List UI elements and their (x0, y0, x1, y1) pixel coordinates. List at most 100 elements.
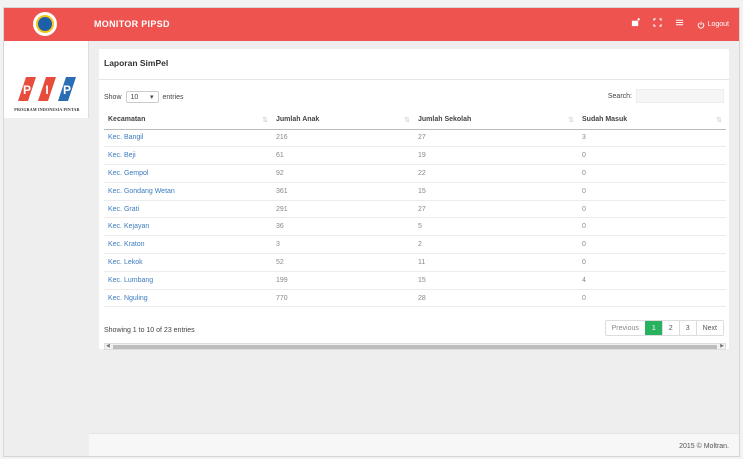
kecamatan-link[interactable]: Kec. Bangil (104, 129, 272, 148)
cell-jumlah-sekolah: 27 (414, 129, 578, 148)
cell-jumlah-anak: 770 (272, 289, 414, 308)
sort-icon: ⇅ (716, 117, 722, 124)
cell-sudah-masuk: 0 (578, 289, 726, 308)
show-label: Show (104, 93, 122, 101)
cell-jumlah-sekolah: 22 (414, 164, 578, 183)
next-button[interactable]: Next (695, 321, 723, 335)
entries-select[interactable]: 10 ▾ (125, 91, 159, 103)
cell-jumlah-sekolah: 15 (414, 182, 578, 201)
main-content: Laporan SimPel Show 10 ▾ entries Search:… (89, 41, 739, 433)
cell-sudah-masuk: 0 (578, 217, 726, 237)
cell-jumlah-sekolah: 11 (414, 253, 578, 272)
pagination: Previous 1 2 3 Next (604, 320, 724, 336)
table-row: Kec. Gondang Wetan 361 15 0 (104, 182, 726, 201)
cell-sudah-masuk: 4 (578, 271, 726, 290)
cell-jumlah-anak: 361 (272, 182, 414, 201)
cell-jumlah-sekolah: 28 (414, 289, 578, 308)
page-title: Laporan SimPel (104, 58, 169, 68)
tut-wuri-emblem-icon[interactable] (33, 12, 57, 36)
column-header-sudah-masuk[interactable]: Sudah Masuk ⇅ (578, 111, 726, 130)
logout-label: Logout (707, 21, 729, 28)
pip-letter-p1: P (23, 83, 31, 97)
page-1-button[interactable]: 1 (644, 321, 662, 335)
table-row: Kec. Lekok 52 11 0 (104, 253, 726, 272)
cell-sudah-masuk: 0 (578, 146, 726, 166)
table-row: Kec. Kejayan 36 5 0 (104, 217, 726, 237)
menu-icon[interactable] (675, 18, 684, 31)
search-input[interactable] (636, 89, 724, 103)
scroll-left-icon[interactable]: ◀ (106, 343, 110, 349)
kecamatan-link[interactable]: Kec. Gempol (104, 164, 272, 183)
search-label: Search: (607, 92, 632, 100)
cell-jumlah-anak: 92 (272, 164, 414, 183)
kecamatan-link[interactable]: Kec. Nguling (104, 289, 272, 308)
cell-jumlah-anak: 52 (272, 253, 414, 272)
cell-jumlah-sekolah: 27 (414, 200, 578, 219)
page-3-button[interactable]: 3 (678, 321, 696, 335)
app-brand[interactable]: MONITOR PIPSD (94, 19, 170, 29)
entries-label: entries (162, 93, 184, 101)
page-2-button[interactable]: 2 (661, 321, 679, 335)
kecamatan-link[interactable]: Kec. Beji (104, 146, 272, 166)
power-icon (697, 21, 704, 29)
logout-button[interactable]: Logout (697, 21, 729, 29)
pip-caption: PROGRAM INDONESIA PINTAR (14, 107, 80, 112)
footer: 2015 © Moltran. (89, 433, 739, 456)
table-row: Kec. Gempol 92 22 0 (104, 164, 726, 183)
scrollbar-thumb[interactable] (113, 345, 717, 349)
cell-sudah-masuk: 0 (578, 182, 726, 201)
sort-icon: ⇅ (568, 117, 574, 124)
previous-button[interactable]: Previous (611, 324, 639, 332)
entries-select-value: 10 (130, 93, 139, 101)
cell-sudah-masuk: 0 (578, 253, 726, 272)
table-row: Kec. Beji 61 19 0 (104, 146, 726, 166)
kecamatan-link[interactable]: Kec. Lekok (104, 253, 272, 272)
kecamatan-link[interactable]: Kec. Kejayan (104, 217, 272, 237)
kecamatan-link[interactable]: Kec. Kraton (104, 235, 272, 255)
data-table: Kecamatan ⇅ Jumlah Anak ⇅ Jumlah Sekolah ⇅ … (104, 111, 726, 308)
cell-jumlah-anak: 61 (272, 146, 414, 166)
kecamatan-link[interactable]: Kec. Lumbang (104, 271, 272, 290)
cell-jumlah-sekolah: 15 (414, 271, 578, 290)
table-row: Kec. Bangil 216 27 3 (104, 129, 726, 148)
cell-jumlah-anak: 291 (272, 200, 414, 219)
column-header-jumlah-anak[interactable]: Jumlah Anak ⇅ (272, 111, 414, 130)
cell-jumlah-sekolah: 5 (414, 217, 578, 237)
cell-sudah-masuk: 3 (578, 129, 726, 148)
cell-jumlah-anak: 36 (272, 217, 414, 237)
search-control: Search: (608, 89, 724, 103)
cell-jumlah-anak: 216 (272, 129, 414, 148)
entries-length-control: Show 10 ▾ entries (104, 91, 184, 103)
caret-down-icon: ▾ (150, 94, 154, 101)
pip-logo: P I P (18, 77, 76, 101)
table-row: Kec. Grati 291 27 0 (104, 200, 726, 219)
notification-icon[interactable] (631, 18, 640, 31)
scroll-right-icon[interactable]: ▶ (720, 343, 724, 349)
sort-icon: ⇅ (404, 117, 410, 124)
table-row: Kec. Lumbang 199 15 4 (104, 271, 726, 290)
cell-jumlah-sekolah: 19 (414, 146, 578, 166)
cell-sudah-masuk: 0 (578, 200, 726, 219)
cell-jumlah-anak: 3 (272, 235, 414, 255)
cell-jumlah-anak: 199 (272, 271, 414, 290)
cell-sudah-masuk: 0 (578, 235, 726, 255)
kecamatan-link[interactable]: Kec. Gondang Wetan (104, 182, 272, 201)
kecamatan-link[interactable]: Kec. Grati (104, 200, 272, 219)
sort-asc-icon: ⇅ (262, 117, 268, 124)
footer-copyright: 2015 © Moltran. (679, 443, 729, 450)
column-header-kecamatan[interactable]: Kecamatan ⇅ (104, 111, 272, 130)
cell-sudah-masuk: 0 (578, 164, 726, 183)
top-navbar: MONITOR PIPSD Logout (4, 8, 739, 41)
sidebar-logo-panel: P I P PROGRAM INDONESIA PINTAR (4, 41, 89, 118)
title-divider (99, 79, 729, 80)
horizontal-scrollbar[interactable]: ◀ ▶ (104, 343, 726, 350)
table-info: Showing 1 to 10 of 23 entries (104, 327, 195, 334)
pip-letter-p2: P (63, 83, 71, 97)
table-row: Kec. Kraton 3 2 0 (104, 235, 726, 255)
navbar-actions: Logout (631, 18, 729, 31)
logo-box (4, 8, 89, 41)
fullscreen-icon[interactable] (652, 18, 662, 31)
pip-letter-i: I (45, 83, 48, 97)
table-header-row: Kecamatan ⇅ Jumlah Anak ⇅ Jumlah Sekolah ⇅ … (104, 111, 726, 130)
column-header-jumlah-sekolah[interactable]: Jumlah Sekolah ⇅ (414, 111, 578, 130)
